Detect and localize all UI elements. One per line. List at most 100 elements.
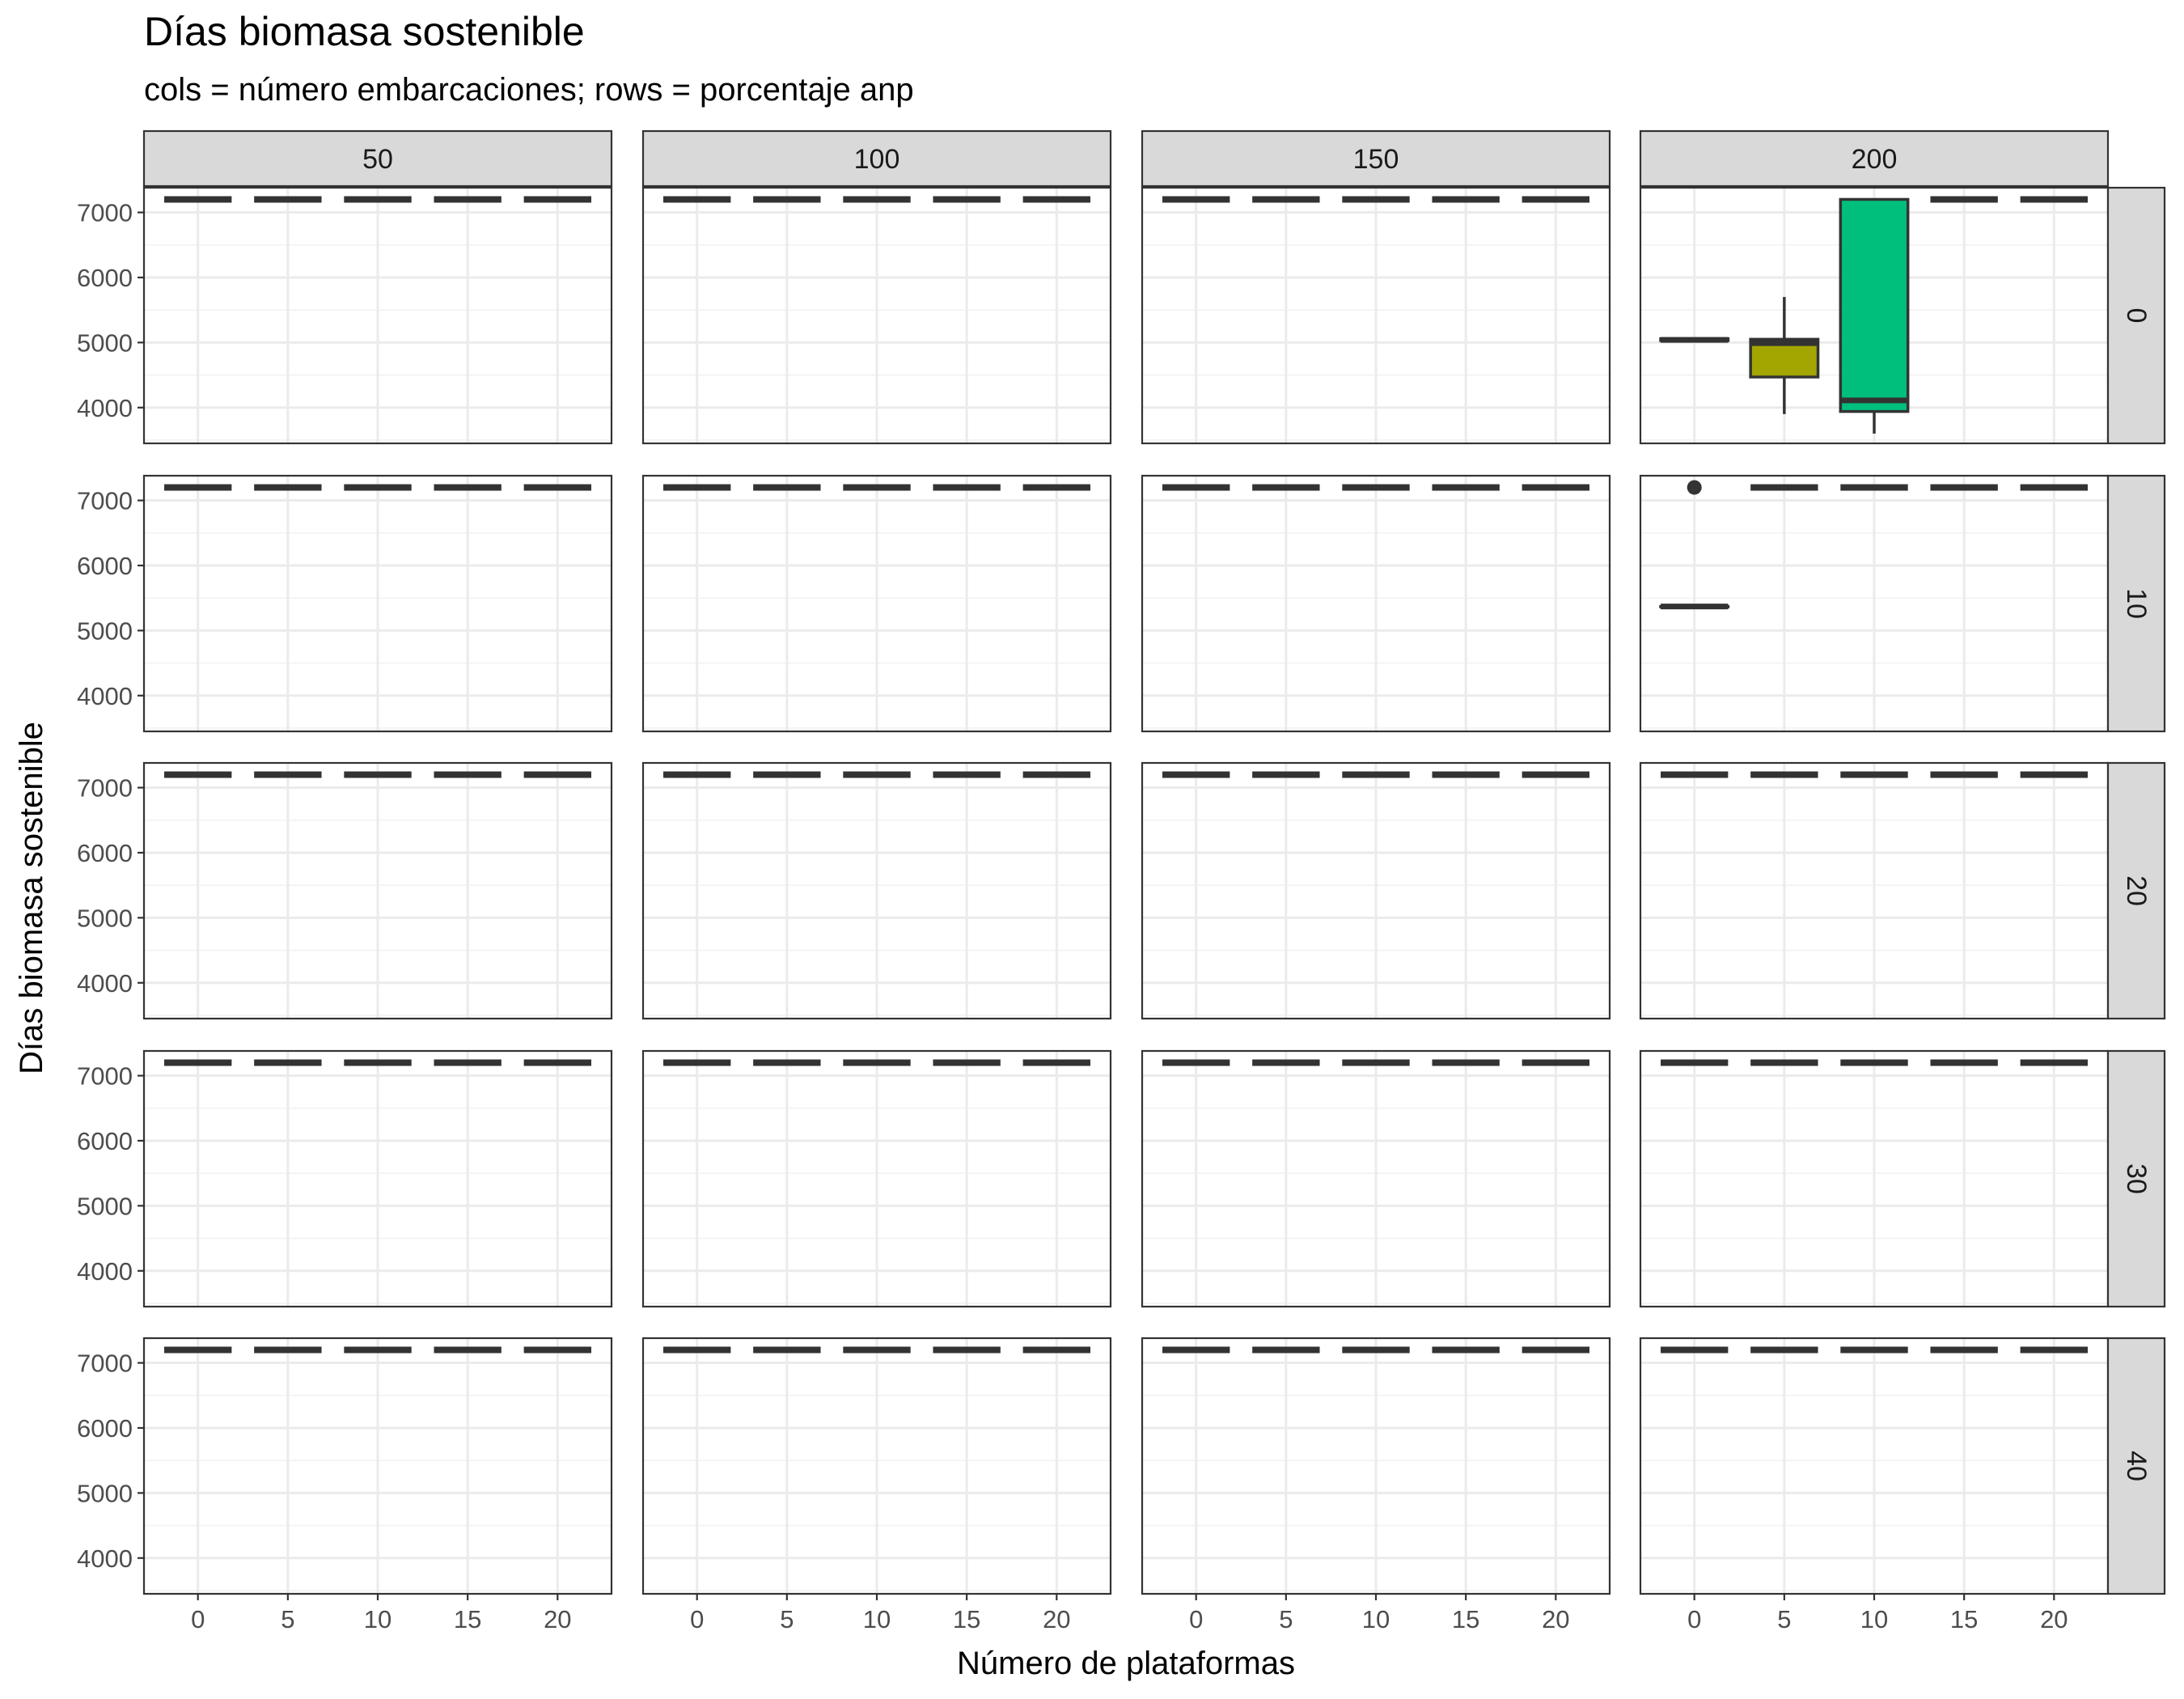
x-tick-label: 5 <box>281 1605 294 1633</box>
row-strip-20: 20 <box>2106 761 2166 1020</box>
x-tick-label: 10 <box>1362 1605 1390 1633</box>
panel-border <box>142 761 613 1020</box>
row-strip-background <box>2106 1337 2166 1595</box>
y-tick-label: 5000 <box>77 328 133 357</box>
facet-panel-100-30 <box>641 1049 1112 1308</box>
y-tick-label: 6000 <box>77 1127 133 1155</box>
facet-panel-100-0 <box>641 186 1112 445</box>
x-tick-label: 0 <box>1687 1605 1701 1633</box>
x-tick-label: 0 <box>690 1605 704 1633</box>
outlier-point <box>1687 480 1702 495</box>
x-tick-label: 5 <box>1279 1605 1293 1633</box>
y-tick-label: 4000 <box>77 1257 133 1286</box>
y-tick-label: 6000 <box>77 264 133 292</box>
row-strip-40: 40 <box>2106 1337 2166 1595</box>
box-x-0 <box>1659 480 1730 610</box>
row-strip-label: 30 <box>2121 1163 2152 1194</box>
y-tick-label: 4000 <box>77 394 133 422</box>
col-strip-background <box>641 129 1112 188</box>
facet-panel-200-10 <box>1639 474 2110 733</box>
x-tick-label: 5 <box>1777 1605 1791 1633</box>
x-tick-label: 0 <box>191 1605 205 1633</box>
x-tick-label: 10 <box>1860 1605 1888 1633</box>
facet-panel-150-40 <box>1141 1337 1611 1595</box>
facet-panels: 4000500060007000040005000600070001040005… <box>77 129 2166 1633</box>
y-tick-label: 4000 <box>77 969 133 998</box>
facet-panel-200-40 <box>1639 1337 2110 1595</box>
panel-border <box>641 761 1112 1020</box>
facet-panel-50-30 <box>142 1049 613 1308</box>
facet-panel-50-20 <box>142 761 613 1020</box>
facet-panel-150-30 <box>1141 1049 1611 1308</box>
facet-panel-200-30 <box>1639 1049 2110 1308</box>
box-x-10 <box>1839 197 1910 434</box>
row-strip-0: 0 <box>2106 186 2166 445</box>
y-tick-label: 6000 <box>77 552 133 580</box>
x-tick-label: 5 <box>780 1605 794 1633</box>
panel-border <box>142 186 613 445</box>
panel-border <box>641 474 1112 733</box>
panel-border <box>142 1049 613 1308</box>
y-tick-label: 4000 <box>77 682 133 710</box>
x-axis-title: Número de plataformas <box>957 1646 1295 1681</box>
panel-border <box>1141 186 1611 445</box>
x-tick-label: 10 <box>364 1605 392 1633</box>
box-x-0 <box>1659 337 1730 343</box>
row-strip-background <box>2106 761 2166 1020</box>
row-strip-background <box>2106 474 2166 733</box>
x-tick-label: 20 <box>1542 1605 1569 1633</box>
row-strip-10: 10 <box>2106 474 2166 733</box>
panel-border <box>1141 761 1611 1020</box>
row-strip-background <box>2106 1049 2166 1308</box>
chart-subtitle: cols = número embarcaciones; rows = porc… <box>144 72 914 108</box>
col-strip-50: 50 <box>142 129 613 188</box>
y-tick-label: 6000 <box>77 839 133 867</box>
facet-panel-200-0 <box>1639 186 2110 445</box>
x-tick-label: 15 <box>1950 1605 1978 1633</box>
facet-panel-150-0 <box>1141 186 1611 445</box>
box-body <box>1839 197 1910 413</box>
facet-panel-50-40 <box>142 1337 613 1595</box>
row-strip-background <box>2106 186 2166 445</box>
row-strip-label: 10 <box>2121 588 2152 619</box>
y-tick-label: 5000 <box>77 616 133 645</box>
x-tick-label: 20 <box>1043 1605 1070 1633</box>
panel-border <box>142 474 613 733</box>
box-x-5 <box>1749 297 1820 414</box>
facet-panel-200-20 <box>1639 761 2110 1020</box>
panel-border <box>641 186 1112 445</box>
facet-panel-100-10 <box>641 474 1112 733</box>
row-strip-30: 30 <box>2106 1049 2166 1308</box>
col-strip-background <box>142 129 613 188</box>
facet-panel-100-40 <box>641 1337 1112 1595</box>
y-tick-label: 7000 <box>77 487 133 515</box>
y-tick-label: 7000 <box>77 1062 133 1091</box>
x-tick-label: 20 <box>2040 1605 2068 1633</box>
y-tick-label: 5000 <box>77 1192 133 1220</box>
y-axis-title: Días biomasa sostenible <box>14 722 49 1074</box>
panel-border <box>1141 1049 1611 1308</box>
y-tick-label: 5000 <box>77 904 133 932</box>
y-tick-label: 4000 <box>77 1544 133 1573</box>
x-tick-label: 20 <box>544 1605 571 1633</box>
col-strip-label: 50 <box>362 144 393 175</box>
facet-panel-100-20 <box>641 761 1112 1020</box>
col-strip-150: 150 <box>1141 129 1611 188</box>
row-strip-label: 20 <box>2121 875 2152 906</box>
chart-title: Días biomasa sostenible <box>144 9 585 54</box>
facet-panel-50-0 <box>142 186 613 445</box>
y-tick-label: 7000 <box>77 1349 133 1378</box>
col-strip-label: 200 <box>1852 144 1898 175</box>
y-tick-label: 5000 <box>77 1479 133 1507</box>
col-strip-200: 200 <box>1639 129 2110 188</box>
x-tick-label: 15 <box>1452 1605 1479 1633</box>
col-strip-background <box>1141 129 1611 188</box>
x-tick-label: 10 <box>863 1605 891 1633</box>
facet-panel-150-20 <box>1141 761 1611 1020</box>
col-strip-label: 100 <box>854 144 900 175</box>
panel-border <box>641 1049 1112 1308</box>
x-tick-label: 15 <box>454 1605 481 1633</box>
y-tick-label: 6000 <box>77 1414 133 1443</box>
col-strip-background <box>1639 129 2110 188</box>
